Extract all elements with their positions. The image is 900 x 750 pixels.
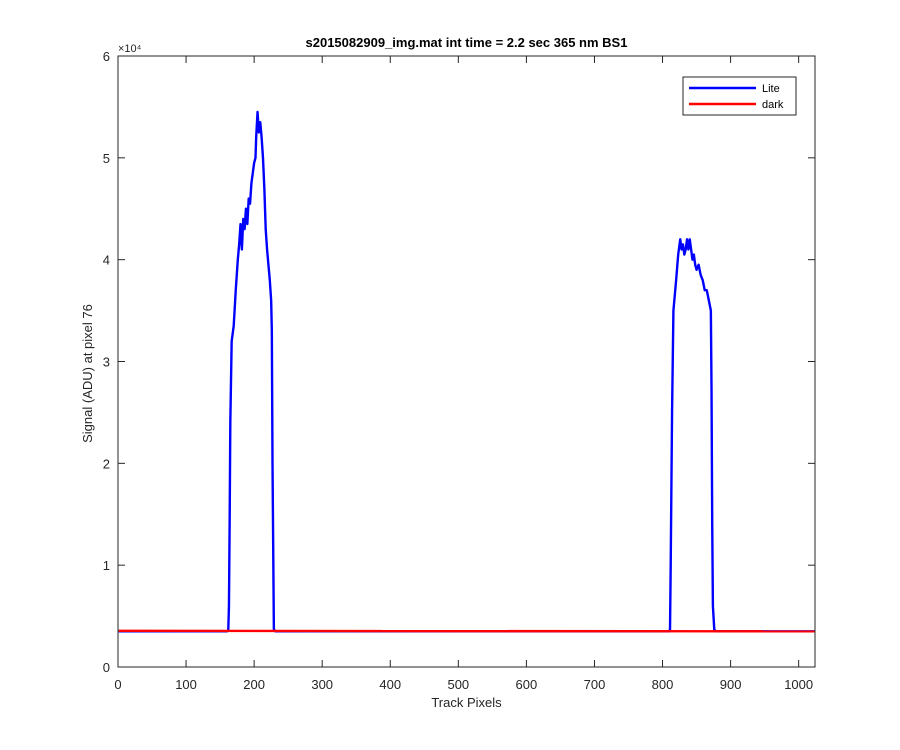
y-axis: 0 1 2 3 4 5 6 [103, 49, 815, 675]
x-tick-label: 600 [516, 677, 538, 692]
x-axis: 0 100 200 300 400 500 600 700 800 900 1000 [114, 56, 813, 692]
plot-area [118, 56, 815, 667]
y-tick-label: 4 [103, 253, 110, 268]
x-tick-label: 900 [720, 677, 742, 692]
chart-title: s2015082909_img.mat int time = 2.2 sec 3… [306, 35, 628, 50]
legend-label-dark: dark [762, 99, 784, 111]
x-tick-label: 500 [447, 677, 469, 692]
x-tick-label: 400 [379, 677, 401, 692]
x-tick-label: 700 [584, 677, 606, 692]
legend: Lite dark [682, 76, 797, 116]
y-tick-label: 3 [103, 355, 110, 370]
series-line-lite [118, 110, 815, 633]
y-tick-label: 5 [103, 151, 110, 166]
x-tick-label: 200 [243, 677, 265, 692]
series-line-dark [118, 629, 816, 633]
legend-box [682, 76, 797, 116]
y-tick-label: 2 [103, 456, 110, 471]
x-tick-label: 0 [114, 677, 121, 692]
x-tick-label: 1000 [784, 677, 813, 692]
y-axis-label: Signal (ADU) at pixel 76 [80, 304, 95, 443]
x-tick-label: 100 [175, 677, 197, 692]
x-tick-label: 300 [311, 677, 333, 692]
legend-label-lite: Lite [762, 83, 780, 95]
series-layer [118, 110, 816, 633]
y-tick-label: 1 [103, 558, 110, 573]
x-tick-label: 800 [652, 677, 674, 692]
y-tick-label: 6 [103, 49, 110, 64]
y-exponent-label: ×10⁴ [118, 43, 142, 55]
y-tick-label: 0 [103, 660, 110, 675]
x-axis-label: Track Pixels [431, 695, 502, 710]
